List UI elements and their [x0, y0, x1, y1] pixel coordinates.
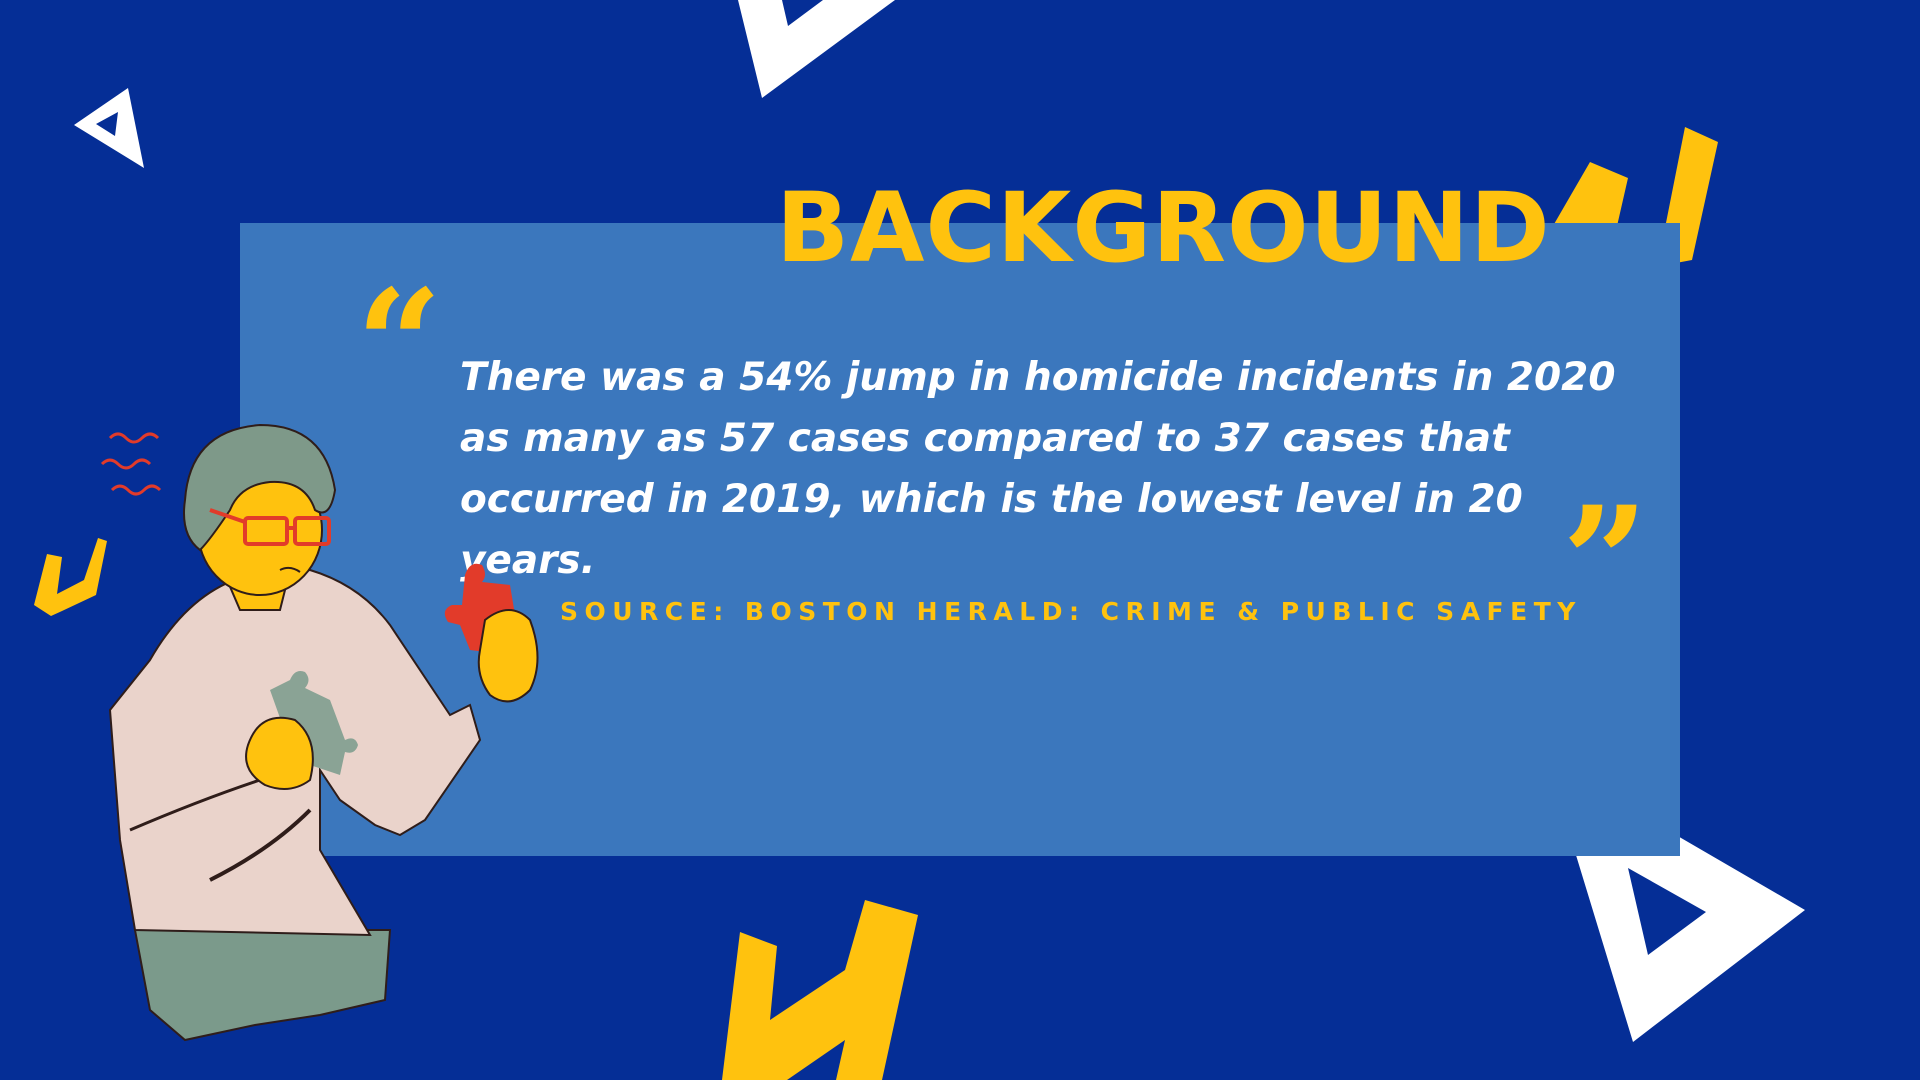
source-citation: SOURCE: BOSTON HERALD: CRIME & PUBLIC SA…: [560, 597, 1582, 626]
content-panel: [240, 223, 1680, 856]
zigzag-lightning-icon: [722, 900, 918, 1080]
stress-lines-icon: [100, 432, 162, 496]
zigzag-lightning-icon: [34, 538, 107, 616]
quote-close-mark: ”: [1562, 474, 1649, 650]
slide-title: BACKGROUND: [776, 172, 1551, 284]
quote-text: There was a 54% jump in homicide inciden…: [460, 355, 1616, 583]
person-illustration: [100, 423, 539, 1042]
triangle-outline-icon: [74, 88, 144, 168]
triangle-outline-icon: [738, 0, 895, 98]
glasses-icon: [209, 508, 331, 546]
quote-open-mark: “: [356, 257, 443, 433]
